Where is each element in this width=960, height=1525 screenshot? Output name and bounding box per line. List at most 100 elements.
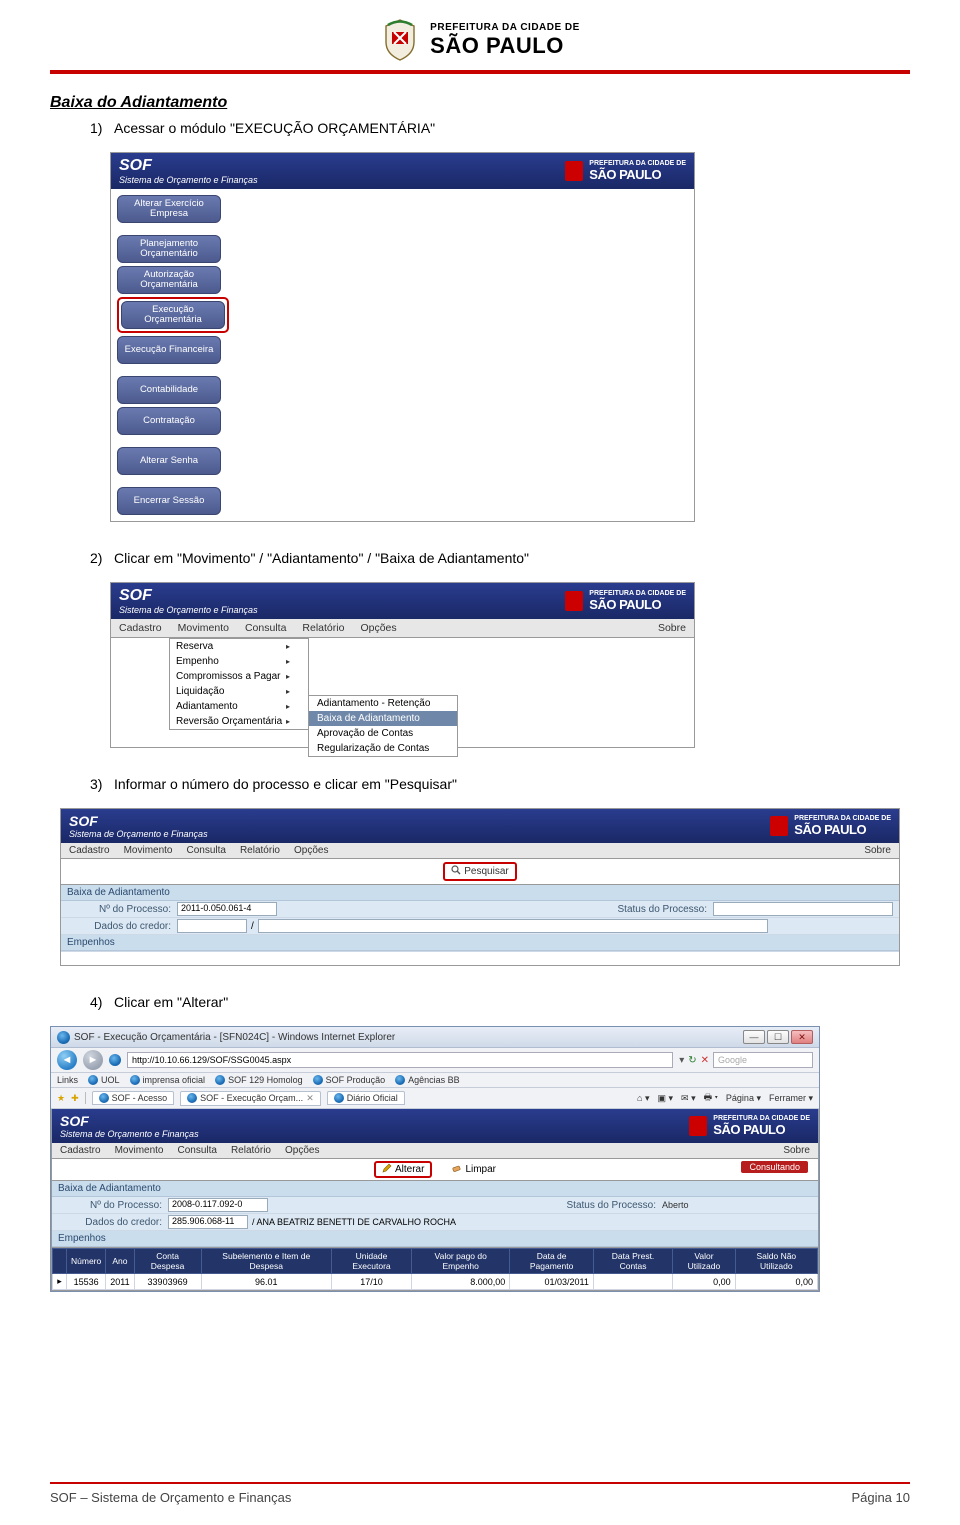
- input-credor-cod[interactable]: 285.906.068-11: [168, 1215, 248, 1229]
- pencil-icon: [382, 1163, 392, 1176]
- menubar-item[interactable]: Relatório: [240, 845, 280, 856]
- minimize-button[interactable]: —: [743, 1030, 765, 1044]
- expand-icon[interactable]: ▸: [53, 1274, 67, 1290]
- favorite-link[interactable]: Agências BB: [395, 1075, 460, 1085]
- menubar-item[interactable]: Consulta: [186, 845, 225, 856]
- favorite-link[interactable]: imprensa oficial: [130, 1075, 206, 1085]
- menubar-item[interactable]: Movimento: [115, 1145, 164, 1156]
- dropdown-item[interactable]: Liquidação▸: [170, 684, 308, 699]
- menubar-item[interactable]: Cadastro: [69, 845, 110, 856]
- browser-tab[interactable]: SOF - Execução Orçam... ✕: [180, 1091, 321, 1106]
- step-4: 4)Clicar em "Alterar": [90, 994, 910, 1010]
- label-processo: Nº do Processo:: [67, 904, 177, 915]
- forward-button[interactable]: ►: [83, 1050, 103, 1070]
- favorite-link[interactable]: UOL: [88, 1075, 120, 1085]
- menubar-item[interactable]: Opções: [285, 1145, 319, 1156]
- links-label: Links: [57, 1075, 78, 1085]
- menubar-sobre[interactable]: Sobre: [864, 845, 891, 856]
- menubar-item[interactable]: Cadastro: [119, 622, 162, 634]
- menubar-item[interactable]: Consulta: [245, 622, 286, 634]
- menu-button[interactable]: Alterar Exercício Empresa: [117, 195, 221, 223]
- pesquisar-button[interactable]: Pesquisar: [443, 862, 516, 881]
- limpar-button[interactable]: Limpar: [452, 1163, 496, 1176]
- alterar-button[interactable]: Alterar: [374, 1161, 432, 1178]
- search-box[interactable]: Google: [713, 1052, 813, 1068]
- favorite-link[interactable]: SOF Produção: [313, 1075, 386, 1085]
- menubar-item[interactable]: Opções: [360, 622, 396, 634]
- dropdown-item[interactable]: Reversão Orçamentária▸: [170, 714, 308, 729]
- menubar-sobre[interactable]: Sobre: [658, 622, 686, 634]
- submenu-item[interactable]: Adiantamento - Retenção: [309, 696, 457, 711]
- close-button[interactable]: ✕: [791, 1030, 813, 1044]
- submenu-item[interactable]: Regularização de Contas: [309, 741, 457, 756]
- input-credor-nome[interactable]: [258, 919, 768, 933]
- page-icon: [187, 1093, 197, 1103]
- maximize-button[interactable]: ☐: [767, 1030, 789, 1044]
- dropdown-item[interactable]: Reserva▸: [170, 639, 308, 654]
- table-cell: 0,00: [673, 1274, 735, 1290]
- table-header: Conta Despesa: [134, 1249, 201, 1274]
- address-bar[interactable]: http://10.10.66.129/SOF/SSG0045.aspx: [127, 1052, 673, 1068]
- menubar-item[interactable]: Cadastro: [60, 1145, 101, 1156]
- step-3: 3)Informar o número do processo e clicar…: [90, 776, 910, 792]
- menubar-item[interactable]: Movimento: [178, 622, 229, 634]
- browser-tab[interactable]: SOF - Acesso: [92, 1091, 175, 1105]
- back-button[interactable]: ◄: [57, 1050, 77, 1070]
- input-status[interactable]: [713, 902, 893, 916]
- menubar-sobre[interactable]: Sobre: [783, 1145, 810, 1156]
- table-header: Subelemento e Item de Despesa: [201, 1249, 331, 1274]
- window-title: SOF - Execução Orçamentária - [SFN024C] …: [74, 1032, 395, 1043]
- toolbar-menu[interactable]: Página ▾: [726, 1093, 761, 1104]
- input-processo[interactable]: 2008-0.117.092-0: [168, 1198, 268, 1212]
- page-icon: [395, 1075, 405, 1085]
- menu-button[interactable]: Autorização Orçamentária: [117, 266, 221, 294]
- menubar-item[interactable]: Movimento: [124, 845, 173, 856]
- status-value: Aberto: [662, 1200, 812, 1210]
- table-cell: 17/10: [331, 1274, 411, 1290]
- sp-crest-icon: [689, 1116, 707, 1136]
- menu-button[interactable]: Encerrar Sessão: [117, 487, 221, 515]
- menubar: Cadastro Movimento Consulta Relatório Opções…: [51, 1143, 819, 1159]
- table-header: Data de Pagamento: [510, 1249, 594, 1274]
- print-icon[interactable]: 🖶 ▾: [704, 1090, 718, 1106]
- sp-crest-icon: [770, 816, 788, 836]
- menubar-item[interactable]: Relatório: [302, 622, 344, 634]
- menu-button[interactable]: Execução Orçamentária: [121, 301, 225, 329]
- mail-icon[interactable]: ✉ ▾: [681, 1093, 696, 1104]
- sp-line2: SÃO PAULO: [589, 167, 661, 182]
- submenu-item[interactable]: Baixa de Adiantamento: [309, 711, 457, 726]
- screenshot-4: SOF - Execução Orçamentária - [SFN024C] …: [50, 1026, 820, 1292]
- panel-title: Baixa de Adiantamento: [52, 1181, 818, 1197]
- table-header: Valor Utilizado: [673, 1249, 735, 1274]
- red-divider: [50, 70, 910, 74]
- menu-button[interactable]: Alterar Senha: [117, 447, 221, 475]
- home-icon[interactable]: ⌂ ▾: [637, 1093, 649, 1104]
- dropdown-item[interactable]: Adiantamento▸: [170, 699, 308, 714]
- browser-tab[interactable]: Diário Oficial: [327, 1091, 405, 1105]
- sp-crest-icon: [565, 161, 583, 181]
- dropdown-item[interactable]: Empenho▸: [170, 654, 308, 669]
- menu-button[interactable]: Execução Financeira: [117, 336, 221, 364]
- favorite-link[interactable]: SOF 129 Homolog: [215, 1075, 303, 1085]
- page-icon: [215, 1075, 225, 1085]
- table-header: Data Prest. Contas: [593, 1249, 672, 1274]
- toolbar-menu[interactable]: Ferramer ▾: [769, 1093, 813, 1104]
- feed-icon[interactable]: ▣ ▾: [658, 1093, 674, 1104]
- menubar-item[interactable]: Consulta: [177, 1145, 216, 1156]
- input-credor-cod[interactable]: [177, 919, 247, 933]
- menu-button[interactable]: Planejamento Orçamentário: [117, 235, 221, 263]
- city-crest-icon: [380, 18, 420, 62]
- menubar-item[interactable]: Relatório: [231, 1145, 271, 1156]
- input-processo[interactable]: 2011-0.050.061-4: [177, 902, 277, 916]
- menubar: Cadastro Movimento Consulta Relatório Opções…: [60, 843, 900, 859]
- page-icon: [109, 1054, 121, 1066]
- submenu-item[interactable]: Aprovação de Contas: [309, 726, 457, 741]
- sp-crest-icon: [565, 591, 583, 611]
- step-1-text: Acessar o módulo "EXECUÇÃO ORÇAMENTÁRIA": [114, 120, 435, 136]
- dropdown-item[interactable]: Compromissos a Pagar▸: [170, 669, 308, 684]
- menu-button[interactable]: Contratação: [117, 407, 221, 435]
- menubar-item[interactable]: Opções: [294, 845, 328, 856]
- menubar: Cadastro Movimento Consulta Relatório Opções…: [110, 619, 695, 638]
- status-badge: Consultando: [741, 1161, 808, 1173]
- menu-button[interactable]: Contabilidade: [117, 376, 221, 404]
